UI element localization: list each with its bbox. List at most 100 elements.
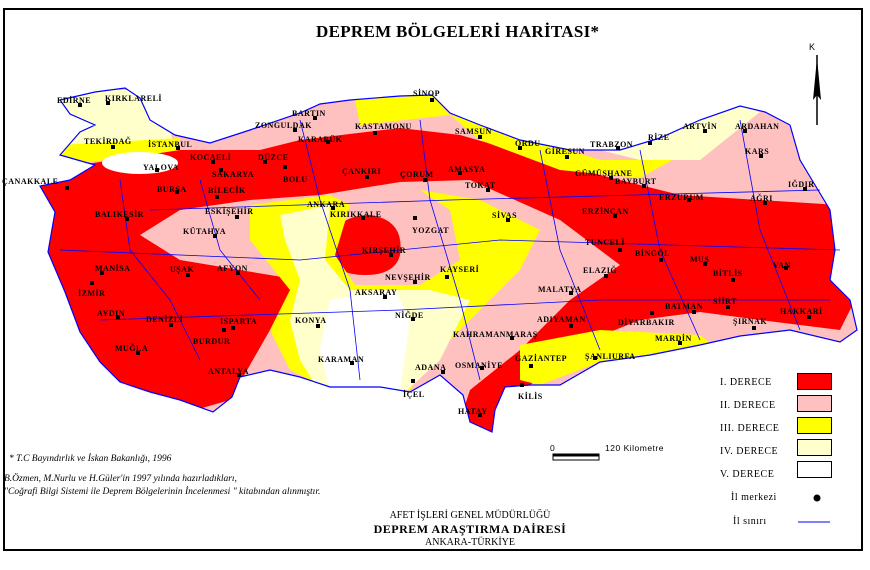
city-center-marker: [506, 218, 510, 222]
city-label: HATAY: [458, 407, 488, 416]
city-center-marker: [703, 129, 707, 133]
city-label: IĞDIR: [788, 180, 815, 189]
city-label: GÜMÜŞHANE: [575, 169, 633, 178]
city-center-marker: [283, 165, 287, 169]
city-label: KÜTAHYA: [183, 227, 227, 236]
scale-end-value: 120: [605, 443, 621, 453]
city-label: EDİRNE: [57, 96, 92, 105]
city-center-marker: [478, 135, 482, 139]
city-center-marker: [125, 217, 129, 221]
city-label: BURSA: [157, 185, 187, 194]
city-center-marker: [430, 98, 434, 102]
city-label: KOCAELİ: [190, 153, 232, 162]
city-label: KONYA: [295, 316, 327, 325]
zone-3-southeast: [520, 330, 720, 385]
city-label: MUŞ: [690, 255, 710, 264]
city-center-marker: [441, 370, 445, 374]
city-label: TEKİRDAĞ: [84, 137, 132, 146]
city-label: İÇEL: [403, 390, 425, 399]
north-arrow: [813, 55, 821, 125]
city-center-marker: [458, 171, 462, 175]
zone-5-konya: [320, 290, 410, 392]
city-center-marker: [411, 317, 415, 321]
city-label: MARDİN: [655, 334, 692, 343]
legend-swatch-zone-2: [797, 395, 832, 412]
scale-end: 120 Kilometre: [605, 443, 664, 453]
city-label: SİNOP: [413, 89, 440, 98]
city-label: TOKAT: [465, 181, 496, 190]
city-center-marker: [365, 175, 369, 179]
city-label: KIRIKKALE: [330, 210, 382, 219]
city-label: ADIYAMAN: [537, 315, 586, 324]
city-label: ORDU: [515, 139, 541, 148]
city-center-marker: [78, 103, 82, 107]
city-center-marker: [518, 146, 522, 150]
legend-label-zone-3: III. DERECE: [720, 423, 780, 434]
city-label: KARS: [745, 147, 770, 156]
city-label: BOLU: [283, 175, 308, 184]
city-center-marker: [478, 413, 482, 417]
city-label: MUĞLA: [115, 344, 149, 353]
city-center-marker: [186, 273, 190, 277]
city-label: NİĞDE: [395, 311, 424, 320]
city-label: KARAMAN: [318, 355, 365, 364]
city-center-marker: [650, 311, 654, 315]
city-label: NEVŞEHİR: [385, 273, 431, 282]
city-center-marker: [213, 234, 217, 238]
legend-swatch-zone-3: [797, 417, 832, 434]
city-label: KIRŞEHİR: [362, 246, 407, 255]
city-label: KİLİS: [518, 392, 543, 401]
city-center-marker: [520, 383, 524, 387]
city-label: GAZİANTEP: [515, 354, 568, 363]
city-label: İSTANBUL: [148, 140, 193, 149]
city-center-marker: [486, 188, 490, 192]
city-label: BİNGÖL: [635, 249, 671, 258]
city-label: BİTLİS: [713, 269, 743, 278]
city-center-marker: [743, 129, 747, 133]
city-label: HAKKARİ: [780, 307, 823, 316]
city-center-marker: [752, 326, 756, 330]
city-center-marker: [231, 326, 235, 330]
footer-place: ANKARA-TÜRKİYE: [425, 537, 515, 548]
city-label: ÇORUM: [400, 170, 434, 179]
legend-label-zone-1: I. DERECE: [720, 377, 772, 388]
city-center-marker: [703, 262, 707, 266]
north-label: K: [809, 42, 816, 52]
marmara-sea: [102, 152, 178, 174]
city-center-marker: [350, 361, 354, 365]
map-title: DEPREM BÖLGELERİ HARİTASI*: [316, 22, 600, 41]
city-label: BURDUR: [193, 337, 231, 346]
city-label: UŞAK: [170, 265, 195, 274]
city-center-marker: [106, 101, 110, 105]
city-center-marker: [116, 315, 120, 319]
city-label: KAHRAMANMARAŞ: [453, 330, 538, 339]
city-center-marker: [763, 201, 767, 205]
city-label: ARTVİN: [683, 122, 718, 131]
scale-start: 0: [550, 443, 555, 453]
city-center-marker: [222, 328, 226, 332]
city-label: DENİZLİ: [146, 315, 184, 324]
city-label: GİRESUN: [545, 147, 585, 156]
city-label: SİİRT: [713, 297, 738, 306]
city-label: ŞIRNAK: [733, 317, 768, 326]
legend-label-zone-4: IV. DERECE: [720, 446, 779, 457]
city-center-marker: [692, 310, 696, 314]
city-center-marker: [313, 116, 317, 120]
city-label: KARABÜK: [298, 135, 343, 144]
city-label: RİZE: [648, 133, 670, 142]
city-label: TUNCELİ: [585, 238, 625, 247]
city-center-marker: [100, 271, 104, 275]
city-center-legend-dot: [813, 494, 821, 502]
city-center-marker: [90, 281, 94, 285]
city-label: YALOVA: [143, 163, 179, 172]
legend-label-zone-5: V. DERECE: [720, 469, 775, 480]
city-label: ERZİNCAN: [582, 207, 629, 216]
city-label: DÜZCE: [258, 153, 289, 162]
city-center-marker: [687, 198, 691, 202]
city-center-marker: [175, 190, 179, 194]
city-center-marker: [678, 341, 682, 345]
city-center-marker: [423, 178, 427, 182]
city-center-marker: [263, 160, 267, 164]
city-center-marker: [510, 336, 514, 340]
